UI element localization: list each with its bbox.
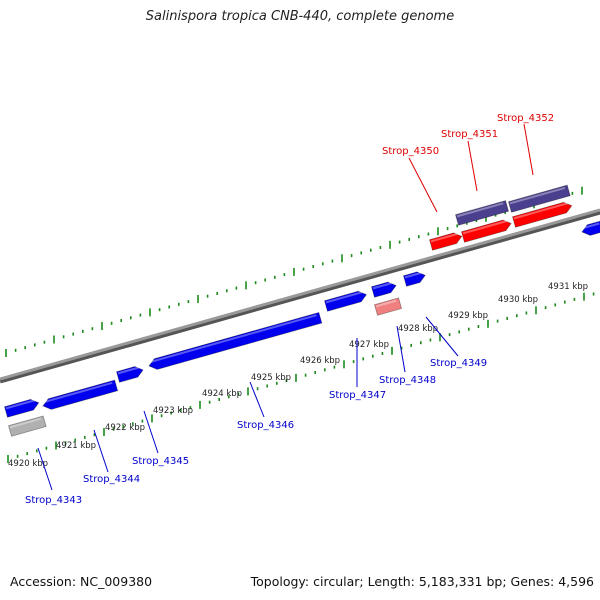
accession-text: Accession: NC_009380 (10, 574, 153, 589)
genome-backbone (0, 208, 600, 381)
label-leader-line (143, 410, 159, 454)
label-leader-line (37, 447, 53, 491)
genome-backbone-shadow (0, 209, 600, 384)
cds-strop-4346 (148, 311, 323, 370)
cds-strop-4343 (4, 398, 40, 418)
cds-strop-4344 (42, 379, 119, 410)
label-leader-line (396, 325, 406, 373)
label-leader-line (249, 381, 265, 418)
cds-strop-4347 (324, 290, 368, 312)
kbp-label: 4927 kbp (349, 340, 389, 350)
feature-track (4, 184, 600, 437)
genome-summary-text: Topology: circular; Length: 5,183,331 bp… (250, 574, 594, 589)
cds-strop-4349 (403, 271, 426, 287)
tick-track-lower (7, 292, 595, 463)
band-strop-4352 (508, 184, 571, 213)
label-leader-line (467, 140, 478, 192)
cds-edge (581, 220, 600, 236)
gene-label-strop-4346: Strop_4346 (237, 420, 294, 431)
label-leader-line (425, 316, 459, 357)
kbp-label: 4931 kbp (548, 282, 588, 292)
gene-label-strop-4352: Strop_4352 (497, 113, 554, 124)
cds-strop-4351 (461, 219, 512, 243)
kbp-label: 4921 kbp (56, 441, 96, 451)
feature-pink-4348 (374, 297, 403, 316)
gene-label-strop-4343: Strop_4343 (25, 495, 82, 506)
feature-grey-4343 (8, 415, 47, 437)
kbp-scale-labels: 4920 kbp 4921 kbp 4922 kbp 4923 kbp 4924 kbp… (8, 282, 588, 469)
gene-label-strop-4349: Strop_4349 (430, 358, 487, 369)
gene-label-strop-4345: Strop_4345 (132, 456, 189, 467)
label-leaders (37, 123, 534, 491)
kbp-label: 4930 kbp (498, 295, 538, 305)
kbp-label: 4928 kbp (398, 324, 438, 334)
cds-strop-4345 (116, 366, 144, 383)
kbp-label: 4922 kbp (105, 423, 145, 433)
gene-label-strop-4347: Strop_4347 (329, 390, 386, 401)
kbp-label: 4925 kbp (251, 373, 291, 383)
gene-label-strop-4350: Strop_4350 (382, 146, 439, 157)
cds-strop-4350 (429, 232, 463, 251)
gene-label-strop-4351: Strop_4351 (441, 129, 498, 140)
cds-strop-4352 (512, 201, 573, 228)
gene-label-strop-4348: Strop_4348 (379, 375, 436, 386)
band-strop-4351 (455, 200, 510, 226)
map-title: Salinispora tropica CNB-440, complete ge… (145, 9, 455, 24)
label-leader-line (93, 429, 109, 473)
kbp-label: 4920 kbp (8, 459, 48, 469)
label-leader-line (408, 157, 438, 213)
kbp-label: 4929 kbp (448, 311, 488, 321)
kbp-label: 4926 kbp (300, 356, 340, 366)
gene-label-strop-4344: Strop_4344 (83, 474, 140, 485)
cds-strop-4347b (371, 281, 397, 298)
label-leader-line (523, 123, 534, 176)
kbp-label: 4923 kbp (153, 406, 193, 416)
kbp-label: 4924 kbp (202, 389, 242, 399)
